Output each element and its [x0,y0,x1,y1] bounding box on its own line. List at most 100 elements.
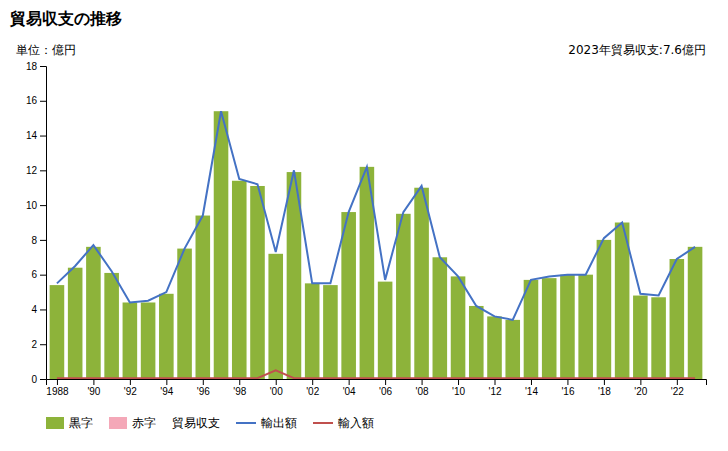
y-tick: 8 [31,235,46,246]
y-tick-mark [40,101,46,102]
x-tick-label: '96 [197,386,210,397]
x-tick-mark [677,379,678,385]
y-tick-label: 12 [26,165,38,176]
y-tick: 16 [26,95,46,106]
y-tick-mark [40,309,46,310]
x-tick-label: '22 [671,386,684,397]
x-tick: '18 [598,379,611,397]
bar [50,285,65,379]
bar [414,188,429,379]
legend-label: 赤字 [132,416,156,430]
x-tick-label: '92 [124,386,137,397]
y-tick-mark [40,136,46,137]
x-tick-mark [130,379,131,385]
x-tick-mark [57,379,58,385]
y-tick-label: 4 [31,304,37,315]
x-tick: '00 [270,379,283,397]
x-tick-mark [349,379,350,385]
y-tick-mark [40,205,46,206]
y-tick-label: 8 [31,235,37,246]
x-tick: '92 [124,379,137,397]
bar [597,240,612,379]
bar [670,259,685,379]
x-tick-mark [239,379,240,385]
bar [560,275,575,379]
legend-label: 輸出額 [261,416,297,430]
legend-swatch [46,417,64,429]
bar [578,275,593,379]
bar [542,278,557,379]
y-tick: 10 [26,200,46,211]
legend-swatch [313,422,333,424]
x-tick-mark [604,379,605,385]
y-tick-mark [40,66,46,67]
x-axis-line [47,380,707,386]
bar [524,280,539,379]
y-tick-label: 0 [31,374,37,385]
y-tick-mark [40,344,46,345]
y-tick-label: 18 [26,61,38,72]
bar [177,249,192,379]
bar-series [50,111,703,379]
x-tick-label: '14 [525,386,538,397]
x-tick: '10 [452,379,465,397]
bar [323,285,338,379]
y-axis-title: 単位：億円 [16,43,76,57]
x-tick-mark [276,379,277,385]
y-tick: 2 [31,339,46,350]
x-tick-label: '98 [233,386,246,397]
bar [469,306,484,379]
x-tick: '16 [561,379,574,397]
bar [378,282,393,379]
bar [196,216,211,379]
legend-swatch [236,422,256,424]
x-tick-mark [567,379,568,385]
x-tick-mark [166,379,167,385]
x-tick-mark [458,379,459,385]
x-tick-mark [531,379,532,385]
x-tick-label: '16 [561,386,574,397]
x-tick-mark [93,379,94,385]
x-tick: '06 [379,379,392,397]
bar [86,247,101,379]
bar [396,214,411,379]
x-tick: '08 [416,379,429,397]
bar [68,268,83,379]
line [57,111,695,320]
x-tick: '98 [233,379,246,397]
bar [305,283,320,379]
line [57,370,695,378]
chart: 1988'90'92'94'96'98'00'02'04'06'08'10'12… [0,0,728,451]
annotation: 2023年貿易収支:7.6億円 [568,43,706,57]
y-tick-mark [40,379,46,380]
bar [688,247,703,379]
x-tick-mark [203,379,204,385]
y-tick: 6 [31,269,46,280]
y-tick: 0 [31,374,46,385]
y-tick-label: 6 [31,269,37,280]
x-tick-label: '90 [87,386,100,397]
legend-label: 輸入額 [338,416,374,430]
x-tick: '96 [197,379,210,397]
x-tick-mark [422,379,423,385]
bar [214,111,229,379]
x-tick: '22 [671,379,684,397]
bar [104,273,119,379]
y-tick: 12 [26,165,46,176]
plot-marks [50,111,703,379]
bar [341,212,356,379]
y-tick: 18 [26,61,46,72]
legend: 黒字赤字貿易収支輸出額輸入額 [46,416,374,430]
y-tick-mark [40,275,46,276]
bar [268,254,283,379]
bar [487,316,502,379]
y-tick-mark [40,240,46,241]
x-tick: '90 [87,379,100,397]
x-tick-label: '12 [488,386,501,397]
x-tick-label: '06 [379,386,392,397]
x-tick: '20 [634,379,647,397]
x-axis: 1988'90'92'94'96'98'00'02'04'06'08'10'12… [46,379,706,397]
x-tick: '94 [160,379,173,397]
bar [232,181,247,379]
y-tick-label: 10 [26,200,38,211]
